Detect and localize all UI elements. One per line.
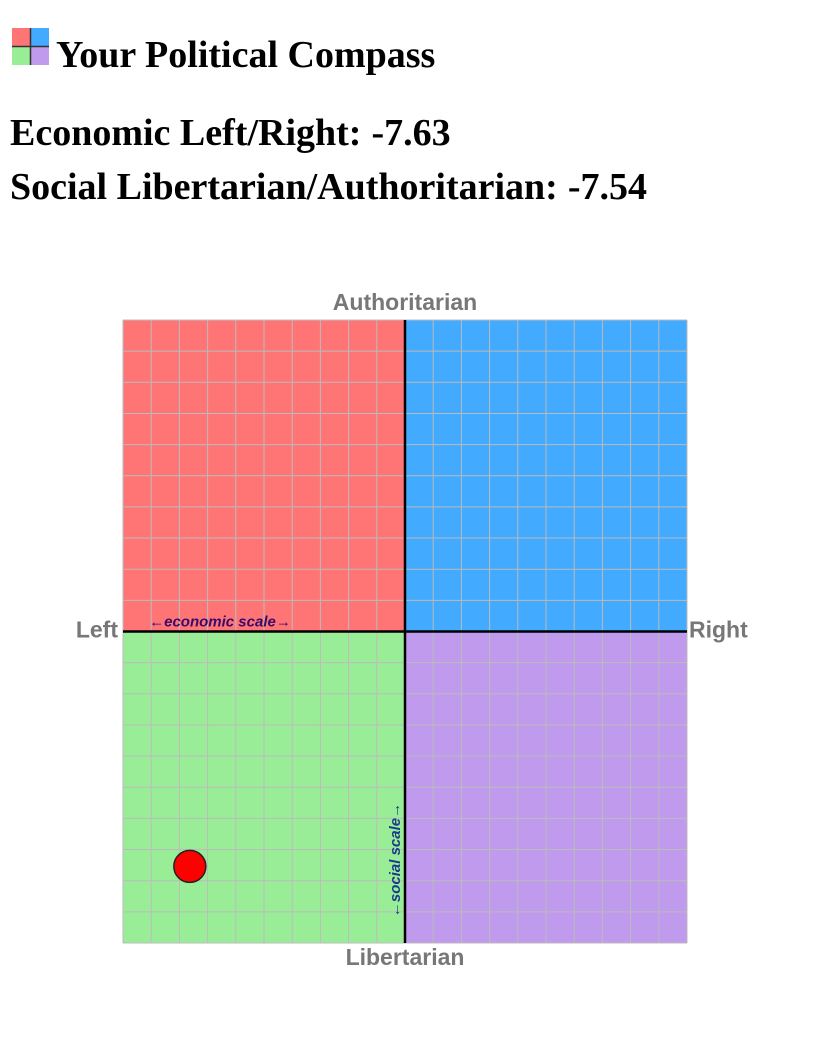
x-scale-label: ←economic scale→ xyxy=(149,614,291,631)
y-scale-label: ←social scale→ xyxy=(387,803,404,917)
economic-value: -7.63 xyxy=(371,112,450,154)
x-label-right: Right xyxy=(689,617,748,643)
y-label-top: Authoritarian xyxy=(333,289,477,315)
icon xyxy=(12,28,49,65)
economic-score: Economic Left/Right: -7.63 xyxy=(10,112,451,154)
page-title: Your Political Compass xyxy=(56,34,435,76)
point xyxy=(173,849,207,884)
compass-chart: Authoritarian Libertarian Left Right ←econom… xyxy=(76,289,748,970)
x-label-left: Left xyxy=(76,617,119,643)
social-score: Social Libertarian/Authoritarian: -7.54 xyxy=(10,166,647,208)
economic-label: Economic Left/Right: xyxy=(10,112,361,154)
social-value: -7.54 xyxy=(568,166,647,208)
y-label-bottom: Libertarian xyxy=(346,944,465,970)
social-label: Social Libertarian/Authoritarian: xyxy=(10,166,558,208)
